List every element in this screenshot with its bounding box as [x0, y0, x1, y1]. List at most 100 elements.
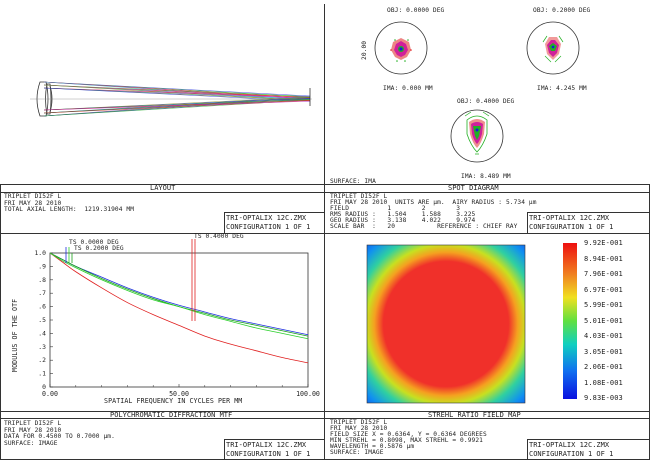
strehl-legend-6: 4.03E-001 — [584, 332, 623, 340]
mtf-x-tick-label: 50.00 — [169, 390, 189, 398]
mtf-y-tick-label: .6 — [38, 303, 46, 311]
mtf-y-tick-label: .7 — [38, 289, 46, 297]
horizontal-divider-5 — [0, 418, 650, 419]
mtf-y-tick-label: 1.0 — [34, 249, 46, 257]
strehl-map — [366, 243, 577, 404]
spot-field-2 — [526, 21, 580, 75]
mtf-info-separator — [224, 439, 225, 460]
spot-field-3-ima: IMA: 8.489 MM — [461, 173, 511, 180]
spot-field-3 — [450, 109, 504, 163]
horizontal-divider-4 — [0, 411, 650, 412]
mtf-series-line-2 — [49, 252, 309, 337]
mtf-ylabel: MODULUS OF THE OTF — [11, 298, 19, 372]
spot-surface: SURFACE: IMA — [330, 178, 376, 185]
layout-config: CONFIGURATION 1 OF 1 — [226, 223, 311, 231]
mtf-series-line-1 — [49, 252, 309, 336]
spot-info-hsep — [527, 212, 649, 213]
mtf-file: TRI-OPTALIX 12C.ZMX — [226, 441, 307, 449]
strehl-legend-7: 3.05E-001 — [584, 347, 623, 356]
strehl-legend-bar — [563, 243, 577, 399]
mtf-series-line-3 — [49, 252, 309, 364]
spot-diagram — [374, 21, 580, 163]
layout-info-line-1: TRIPLET DI52F L — [4, 193, 62, 200]
vertical-divider — [324, 4, 325, 460]
mtf-y-tick-label: .1 — [38, 370, 46, 378]
layout-info-line-3: TOTAL AXIAL LENGTH: 1219.31904 MM — [4, 206, 135, 213]
strehl-legend-10: 9.83E-003 — [584, 394, 623, 402]
rays — [30, 81, 312, 117]
mtf-info-line-2: FRI MAY 28 2010 — [4, 426, 62, 434]
mtf-ts-label-3: TS 0.4000 DEG — [194, 233, 244, 240]
mtf-xlabel: SPATIAL FREQUENCY IN CYCLES PER MM — [104, 397, 243, 405]
mtf-chart: 0 .1 .2 .3 .4 .5 .6 .7 .8 .9 1.0 0.00 50.00 100.00 — [34, 239, 320, 398]
mtf-y-tick-label: .5 — [38, 316, 46, 324]
strehl-info-line-6: SURFACE: IMAGE — [330, 449, 384, 456]
spot-field-2-ima: IMA: 4.245 MM — [537, 85, 587, 92]
mtf-plot-frame — [49, 252, 309, 388]
spot-info-line-4: RMS RADIUS : 1.504 1.588 3.225 — [330, 211, 476, 218]
strehl-info-line-5: WAVELENGTH = 0.5876 µm — [330, 443, 415, 450]
mtf-info-hsep — [224, 439, 324, 440]
spot-info-line-1: TRIPLET DI52F L — [330, 193, 388, 200]
spot-field-1 — [374, 21, 428, 75]
spot-info-separator — [527, 212, 528, 233]
strehl-config: CONFIGURATION 1 OF 1 — [529, 450, 614, 458]
strehl-legend-2: 7.96E-001 — [584, 270, 623, 278]
mtf-info-line-3: DATA FOR 0.4500 TO 0.7000 µm. — [4, 433, 115, 440]
strehl-info-line-1: TRIPLET DI52F L — [330, 419, 388, 426]
horizontal-divider-1 — [0, 184, 650, 185]
layout-info-line-2: FRI MAY 28 2010 — [4, 199, 62, 207]
mtf-ts-label-2: TS 0.2000 DEG — [74, 245, 124, 252]
spot-info-line-6: SCALE BAR : 20 REFERENCE : CHIEF RAY — [330, 223, 518, 230]
horizontal-divider-2 — [0, 192, 650, 193]
spot-file: TRI-OPTALIX 12C.ZMX — [529, 214, 610, 222]
mtf-y-ticks: 0 .1 .2 .3 .4 .5 .6 .7 .8 .9 1.0 — [34, 249, 53, 391]
mtf-x-tick-label: 100.00 — [296, 390, 320, 398]
strehl-panel-title: STREHL RATIO FIELD MAP — [428, 411, 521, 419]
strehl-map-image — [366, 244, 526, 404]
layout-info-separator — [224, 212, 225, 233]
spot-field-2-obj: OBJ: 0.2000 DEG — [533, 7, 591, 14]
strehl-legend-5: 5.01E-001 — [584, 316, 623, 325]
horizontal-divider-3 — [0, 233, 650, 234]
layout-panel-title: LAYOUT — [150, 184, 176, 192]
mtf-y-tick-label: .4 — [38, 329, 46, 337]
mtf-series-group — [49, 252, 309, 364]
left-border — [0, 184, 1, 460]
spot-panel-title: SPOT DIAGRAM — [448, 184, 499, 192]
mtf-y-tick-label: .2 — [38, 356, 46, 364]
mtf-config: CONFIGURATION 1 OF 1 — [226, 450, 311, 458]
strehl-legend-1: 8.94E-001 — [584, 254, 623, 263]
spot-info-line-3: FIELD 1 2 3 — [330, 205, 461, 212]
spot-info-line-5: GEO RADIUS : 3.138 4.022 9.974 — [330, 217, 476, 224]
mtf-info-line-1: TRIPLET DI52F L — [4, 420, 62, 427]
mtf-y-tick-label: .9 — [38, 262, 46, 270]
mtf-y-tick-label: .8 — [38, 276, 46, 284]
mtf-series-line-4 — [49, 252, 309, 340]
strehl-info-line-4: MIN STREHL = 0.8098, MAX STREHL = 0.9921 — [330, 437, 484, 444]
mtf-ts-label-1: TS 0.0000 DEG — [69, 239, 119, 246]
mtf-x-ticks: 0.00 50.00 100.00 — [42, 384, 320, 398]
strehl-legend-3: 6.97E-001 — [584, 285, 623, 294]
spot-info-line-2: FRI MAY 28 2010 UNITS ARE µm. AIRY RADIU… — [330, 199, 537, 206]
spot-field-1-obj: OBJ: 0.0000 DEG — [387, 7, 445, 14]
spot-field-1-ima: IMA: 0.000 MM — [383, 85, 433, 92]
mtf-y-tick-label: 0 — [42, 383, 46, 391]
layout-file: TRI-OPTALIX 12C.ZMX — [226, 214, 307, 222]
horizontal-divider-6 — [0, 459, 650, 460]
ts-markers — [65, 239, 196, 321]
strehl-legend-0: 9.92E-001 — [584, 239, 623, 247]
strehl-legend-8: 2.06E-001 — [584, 363, 623, 371]
mtf-panel-title: POLYCHROMATIC DIFFRACTION MTF — [110, 411, 233, 419]
strehl-info-line-3: FIELD SIZE X = 0.6364, Y = 0.6364 DEGREE… — [330, 431, 487, 438]
spot-config: CONFIGURATION 1 OF 1 — [529, 223, 614, 231]
strehl-info-hsep — [527, 439, 649, 440]
layout-info-hsep — [224, 212, 324, 213]
mtf-y-tick-label: .3 — [38, 343, 46, 351]
strehl-legend-9: 1.08E-001 — [584, 378, 623, 387]
strehl-info-line-2: FRI MAY 28 2010 — [330, 425, 388, 432]
strehl-file: TRI-OPTALIX 12C.ZMX — [529, 441, 610, 449]
strehl-info-separator — [527, 439, 528, 460]
spot-scale-label: 20.00 — [361, 40, 368, 60]
mtf-info-line-4: SURFACE: IMAGE — [4, 439, 58, 447]
